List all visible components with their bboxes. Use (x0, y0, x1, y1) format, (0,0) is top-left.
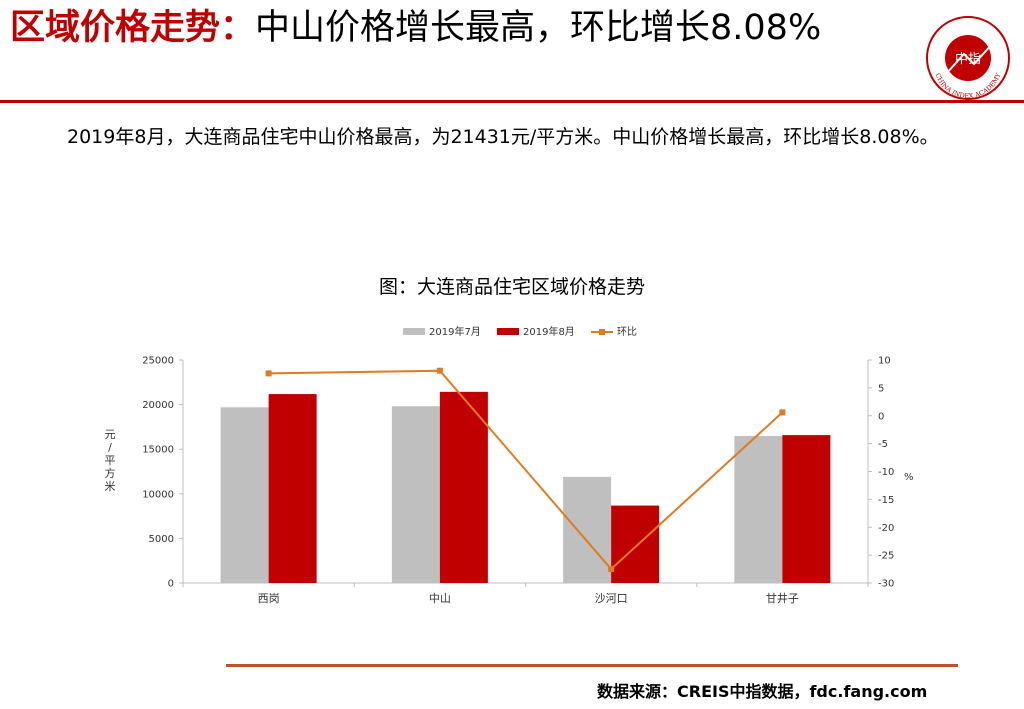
y-axis-label-char: 平 (105, 454, 116, 467)
legend-2019-07-label: 2019年7月 (429, 325, 481, 338)
page-title: 区域价格走势：中山价格增长最高，环比增长8.08% (10, 4, 990, 52)
bar-2019-08 (782, 435, 831, 583)
mom-point-marker (265, 370, 272, 377)
x-category-label: 西岗 (258, 592, 280, 605)
china-index-academy-seal-icon: 中指 CHINA INDEX ACADEMY (924, 14, 1012, 102)
bar-2019-08 (611, 505, 660, 583)
y2-tick-label: -10 (878, 467, 894, 478)
y-tick-label: 15000 (142, 445, 174, 456)
y2-axis-label: % (904, 472, 914, 483)
y-tick-label: 25000 (142, 356, 174, 367)
footer-divider (226, 664, 958, 667)
mom-point-marker (779, 409, 786, 416)
data-source: 数据来源：CREIS中指数据，fdc.fang.com (597, 682, 928, 701)
bar-2019-07 (734, 435, 783, 583)
y2-tick-label: 0 (878, 411, 884, 422)
y2-tick-label: -30 (878, 579, 894, 590)
y2-tick-label: 5 (878, 383, 884, 394)
summary-paragraph: 2019年8月，大连商品住宅中山价格最高，为21431元/平方米。中山价格增长最… (67, 126, 939, 148)
title-divider (0, 100, 1024, 103)
bar-2019-08 (439, 391, 488, 583)
y-tick-label: 5000 (149, 534, 174, 545)
y2-tick-label: -20 (878, 523, 894, 534)
y2-tick-label: -5 (878, 439, 888, 450)
y2-tick-label: 10 (878, 356, 891, 367)
y-tick-label: 10000 (142, 489, 174, 500)
legend-mom-marker (599, 329, 605, 335)
mom-line (268, 369, 784, 571)
y2-tick-label: -15 (878, 495, 894, 506)
x-category-label: 沙河口 (595, 592, 628, 605)
x-category-label: 中山 (429, 592, 451, 605)
legend-2019-08-label: 2019年8月 (523, 325, 575, 338)
y-axis-label-char: 米 (105, 480, 116, 493)
bar-2019-07 (391, 406, 440, 583)
bar-2019-07 (220, 407, 269, 583)
legend-mom-label: 环比 (617, 326, 637, 338)
mom-point-marker (608, 566, 615, 573)
bar-2019-07 (563, 476, 612, 583)
y-tick-label: 20000 (142, 400, 174, 411)
y-axis-label-char: / (108, 441, 112, 454)
title-rest: 中山价格增长最高，环比增长8.08% (255, 8, 822, 48)
bar-2019-08 (268, 394, 317, 583)
mom-point-marker (436, 367, 443, 374)
title-highlight: 区域价格走势： (10, 8, 256, 48)
y2-tick-label: -25 (878, 551, 894, 562)
y-tick-label: 0 (168, 579, 174, 590)
chart-title: 图：大连商品住宅区域价格走势 (378, 276, 645, 298)
svg-text:中指: 中指 (955, 52, 981, 67)
legend-2019-08-swatch (497, 328, 519, 335)
price-trend-chart: 0 5000 10000 15000 20000 25000 -30 -25 -20 -15 -10… (105, 325, 914, 605)
y-axis-label-char: 元 (105, 428, 116, 441)
y-axis-label-char: 方 (105, 466, 116, 480)
x-category-label: 甘井子 (766, 591, 799, 605)
legend-2019-07-swatch (403, 328, 425, 335)
